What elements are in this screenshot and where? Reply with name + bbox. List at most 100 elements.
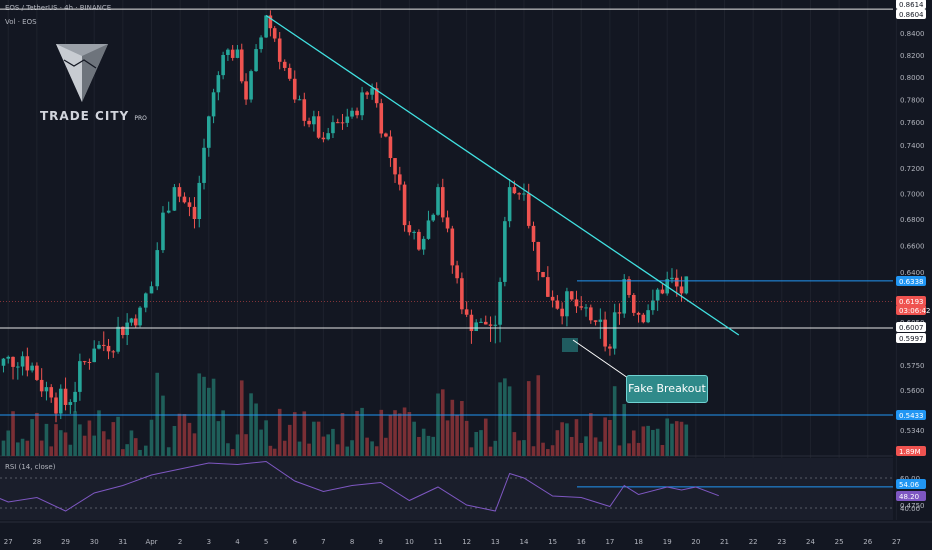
candle-body <box>546 277 550 297</box>
candle-body <box>202 147 206 183</box>
time-tick: 29 <box>61 538 70 546</box>
candle-body <box>355 110 359 116</box>
volume-bar <box>407 412 412 456</box>
volume-bar <box>636 442 641 456</box>
volume-bar <box>679 421 684 456</box>
candle-body <box>326 133 330 140</box>
time-tick: 9 <box>378 538 382 546</box>
time-tick: 26 <box>863 538 872 546</box>
rsi-panel <box>0 460 893 512</box>
candle-body <box>507 187 512 222</box>
time-tick: 27 <box>4 538 13 546</box>
candle-body <box>58 388 63 414</box>
candle-body <box>498 281 502 325</box>
volume-bar <box>579 442 584 456</box>
time-tick: 8 <box>350 538 354 546</box>
candle-body <box>617 312 622 314</box>
volume-bar <box>20 438 25 456</box>
candle-body <box>598 319 603 322</box>
volume-bar <box>16 442 20 456</box>
candle-body <box>166 210 171 213</box>
volume-bar <box>211 378 216 456</box>
candle-body <box>479 321 483 323</box>
candle-body <box>239 49 244 82</box>
time-tick: 23 <box>777 538 786 546</box>
candle-body <box>129 318 134 323</box>
candle-body <box>384 133 388 137</box>
candle-body <box>187 202 192 207</box>
candle-body <box>431 214 436 221</box>
price-tick: 0.7000 <box>900 191 925 199</box>
volume-bar <box>412 421 416 456</box>
volume-bar <box>560 422 564 456</box>
rsi-tag <box>896 479 926 489</box>
time-axis: 27 28 29 30 31 Apr 2 3 4 5 6 7 8 9 10 11 12 13 14 15 16 17 18 1… <box>0 521 932 546</box>
volume-bar <box>440 389 445 456</box>
candle-body <box>679 286 684 294</box>
price-tick: 0.6800 <box>900 216 925 224</box>
volume-bar <box>455 415 459 456</box>
candle-body <box>488 324 493 326</box>
rsi-background <box>0 458 893 520</box>
candle-body <box>235 49 240 58</box>
volume-bar <box>326 434 330 456</box>
volume-bar <box>431 436 436 456</box>
time-tick: Apr <box>145 538 157 546</box>
candle-body <box>155 250 160 287</box>
time-tick: 22 <box>749 538 758 546</box>
price-tag <box>896 0 926 9</box>
price-tick: 0.7200 <box>900 165 925 173</box>
candle-body <box>272 28 277 39</box>
brand-name: TRADE CITY PRO <box>40 109 147 123</box>
volume-bar <box>436 393 440 456</box>
volume-bar <box>302 411 307 456</box>
horizontal-levels[interactable] <box>0 8 893 416</box>
rsi-label[interactable]: RSI (14, close) <box>5 463 56 471</box>
candle-body <box>526 193 531 226</box>
candle-body <box>345 116 350 123</box>
volume-bar <box>608 419 612 456</box>
candle-body <box>455 265 459 279</box>
volume-bar <box>627 443 631 456</box>
volume-bar <box>321 436 326 456</box>
volume-bar <box>565 423 569 456</box>
fake-breakout-pointer <box>572 339 629 379</box>
time-tick: 12 <box>462 538 471 546</box>
volume-bar <box>78 424 82 456</box>
volume-bar <box>464 420 469 456</box>
candle-body <box>111 351 116 353</box>
candle-body <box>469 314 474 332</box>
candle-body <box>493 324 498 326</box>
volume-bar <box>460 401 464 456</box>
candle-body <box>35 365 39 380</box>
candle-body <box>287 67 292 79</box>
candle-body <box>655 289 660 301</box>
volume-label[interactable]: Vol · EOS <box>5 18 37 26</box>
price-tag <box>896 276 926 286</box>
price-tick: 0.5750 <box>900 362 925 370</box>
candle-body <box>78 361 82 392</box>
volume-bar <box>221 410 225 456</box>
symbol-title[interactable]: EOS / TetherUS · 4h · BINANCE <box>5 4 112 12</box>
candle-body <box>297 99 302 101</box>
price-tick: 0.6400 <box>900 269 925 277</box>
volume-bar <box>522 440 526 456</box>
price-tag <box>896 322 926 332</box>
descending-trendline[interactable] <box>265 14 740 336</box>
time-tick: 20 <box>691 538 700 546</box>
volume-bar <box>345 446 350 456</box>
candle-body <box>631 294 636 313</box>
volume-bar <box>335 444 340 456</box>
volume-bar <box>39 440 44 456</box>
volume-bar <box>646 425 650 456</box>
candles <box>1 10 689 423</box>
volume-bar <box>272 448 277 456</box>
volume-bar <box>617 445 622 456</box>
volume-bar <box>216 421 221 456</box>
volume-bar <box>264 420 268 456</box>
candle-body <box>512 187 517 194</box>
fake-breakout-label[interactable]: Fake Breakout <box>626 375 708 403</box>
candle-body <box>254 49 258 72</box>
volume-bar <box>297 441 302 456</box>
